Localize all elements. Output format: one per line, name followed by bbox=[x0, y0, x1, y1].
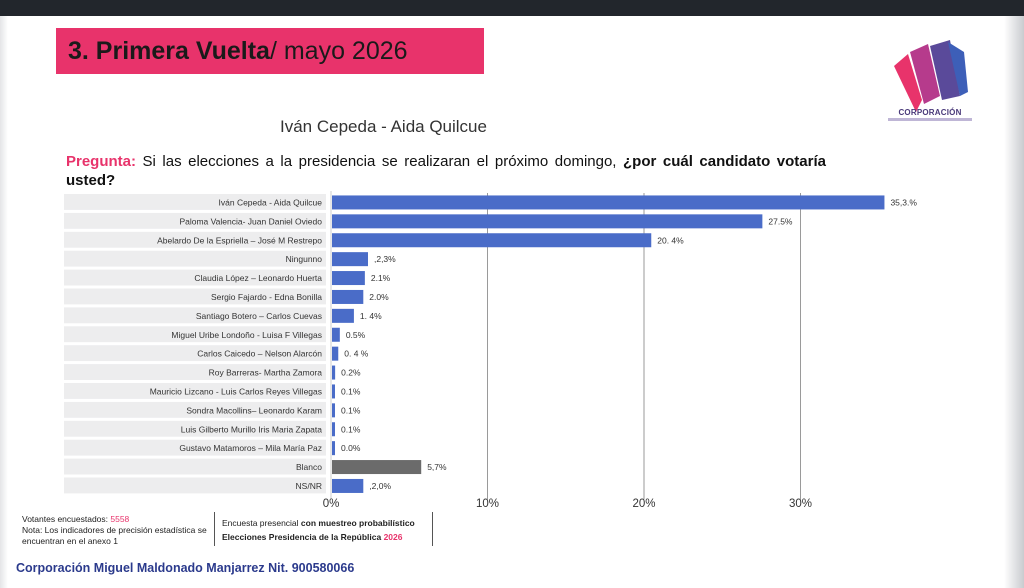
survey-question: Pregunta: Si las elecciones a la preside… bbox=[66, 152, 826, 190]
x-tick-label: 0% bbox=[323, 498, 340, 510]
method-line-1: Encuesta presencial con muestreo probabi… bbox=[222, 516, 432, 530]
method-plain: Encuesta presencial bbox=[222, 518, 301, 528]
x-tick-label: 30% bbox=[789, 498, 812, 510]
bar bbox=[332, 327, 340, 342]
data-label: 0. 4 % bbox=[344, 349, 369, 359]
category-label: Gustavo Matamoros – Mila María Paz bbox=[179, 443, 322, 453]
voters-count: 5558 bbox=[110, 514, 130, 524]
category-label-box bbox=[64, 326, 326, 343]
method-bold: con muestreo probabilístico bbox=[300, 518, 415, 528]
category-label: Iván Cepeda - Aida Quilcue bbox=[219, 197, 323, 207]
slide-title-main: 3. Primera Vuelta bbox=[68, 36, 270, 65]
category-label-box bbox=[64, 364, 326, 380]
category-label: Sondra Macollins– Leonardo Karam bbox=[186, 405, 322, 415]
x-tick-label: 10% bbox=[476, 498, 499, 510]
sample-note: Votantes encuestados: 5558 Nota: Los ind… bbox=[22, 514, 222, 547]
data-label: 0.5% bbox=[346, 330, 366, 340]
bar bbox=[332, 289, 364, 304]
bar bbox=[332, 365, 336, 380]
data-label: 35,3.% bbox=[890, 197, 917, 207]
x-tick-label: 20% bbox=[632, 498, 655, 510]
category-label-box bbox=[64, 383, 326, 399]
data-label: 5,7% bbox=[427, 462, 447, 472]
data-label: 1. 4% bbox=[360, 311, 382, 321]
category-label: Sergio Fajardo - Edna Bonilla bbox=[211, 292, 322, 302]
category-label-box bbox=[64, 439, 326, 456]
data-label: 0.1% bbox=[341, 386, 361, 396]
data-label: 2.1% bbox=[371, 273, 391, 283]
bar bbox=[332, 460, 422, 475]
category-label-box bbox=[64, 458, 326, 475]
methodology-box: Encuesta presencial con muestreo probabi… bbox=[222, 516, 432, 544]
data-label: ,2,0% bbox=[369, 481, 391, 491]
bar bbox=[332, 422, 335, 437]
category-label: Mauricio Lizcano - Luis Carlos Reyes Vil… bbox=[150, 386, 322, 396]
bar bbox=[332, 403, 335, 418]
precision-note: Nota: Los indicadores de precisión estad… bbox=[22, 525, 207, 546]
data-label: 0.1% bbox=[341, 405, 361, 415]
data-label: 27.5% bbox=[768, 216, 793, 226]
data-label: ,2,3% bbox=[374, 254, 396, 264]
category-label-box bbox=[64, 269, 326, 286]
slide-title-banner: 3. Primera Vuelta / mayo 2026 bbox=[56, 28, 484, 74]
bar bbox=[332, 441, 335, 456]
bar bbox=[332, 384, 335, 399]
category-label: Blanco bbox=[296, 462, 322, 472]
category-label: Roy Barreras- Martha Zamora bbox=[209, 368, 323, 378]
bar bbox=[332, 214, 763, 229]
category-label: Paloma Valencia- Juan Daniel Oviedo bbox=[179, 216, 322, 226]
category-label-box bbox=[64, 212, 326, 229]
voters-label: Votantes encuestados: bbox=[22, 514, 111, 524]
method-box-right-border bbox=[432, 512, 433, 546]
category-label-box bbox=[64, 420, 326, 437]
slide-title-date: / mayo 2026 bbox=[269, 36, 408, 65]
category-label: Carlos Caicedo – Nelson Alarcón bbox=[197, 349, 322, 359]
category-label: Miguel Uribe Londoño - Luisa F Villegas bbox=[171, 330, 322, 340]
bar bbox=[332, 233, 652, 248]
category-label: Ningunno bbox=[286, 254, 323, 264]
category-label-box bbox=[64, 250, 326, 267]
question-emphasis: ¿por cuál candidato votaría usted? bbox=[66, 153, 826, 189]
bar bbox=[332, 346, 339, 361]
question-label: Pregunta: bbox=[66, 153, 137, 170]
category-label: Claudia López – Leonardo Huerta bbox=[194, 273, 322, 283]
category-label: Santiago Botero – Carlos Cuevas bbox=[196, 311, 322, 321]
corporacion-logo-icon bbox=[894, 40, 968, 112]
candidate-heading: Iván Cepeda - Aida Quilcue bbox=[280, 117, 487, 136]
category-label-box bbox=[64, 194, 326, 210]
question-text: Si las elecciones a la presidencia se re… bbox=[136, 153, 624, 170]
category-label-box bbox=[64, 231, 326, 248]
method-year: 2026 bbox=[383, 532, 403, 542]
logo-wordmark: CORPORACIÓN bbox=[898, 108, 962, 117]
data-label: 20. 4% bbox=[657, 235, 684, 245]
footer-company: Corporación Miguel Maldonado Manjarrez N… bbox=[16, 561, 355, 575]
voters-line: Votantes encuestados: 5558 bbox=[22, 514, 222, 525]
data-label: 0.0% bbox=[341, 443, 361, 453]
category-label-box bbox=[64, 401, 326, 418]
method-line-2: Elecciones Presidencia de la República 2… bbox=[222, 530, 432, 544]
category-label-box bbox=[64, 477, 326, 494]
method-box-left-border bbox=[214, 512, 215, 546]
category-label-box bbox=[64, 345, 326, 362]
method-election: Elecciones Presidencia de la República bbox=[222, 532, 384, 542]
top-frame-bar bbox=[0, 0, 1024, 16]
bar bbox=[332, 308, 354, 323]
bar bbox=[332, 252, 368, 267]
category-label: Luis Gilberto Murillo Iris Maria Zapata bbox=[181, 424, 323, 434]
bar bbox=[332, 195, 885, 210]
data-label: 0.1% bbox=[341, 424, 361, 434]
data-label: 2.0% bbox=[369, 292, 389, 302]
logo-subline bbox=[888, 118, 972, 121]
left-frame-shadow bbox=[0, 16, 8, 588]
category-label-box bbox=[64, 307, 326, 324]
right-frame-shadow bbox=[1004, 16, 1024, 588]
bar bbox=[332, 271, 365, 286]
category-label-box bbox=[64, 288, 326, 305]
category-label: Abelardo De la Espriella – José M Restre… bbox=[157, 235, 322, 245]
bar bbox=[332, 478, 364, 493]
data-label: 0.2% bbox=[341, 368, 361, 378]
category-label: NS/NR bbox=[296, 481, 322, 491]
